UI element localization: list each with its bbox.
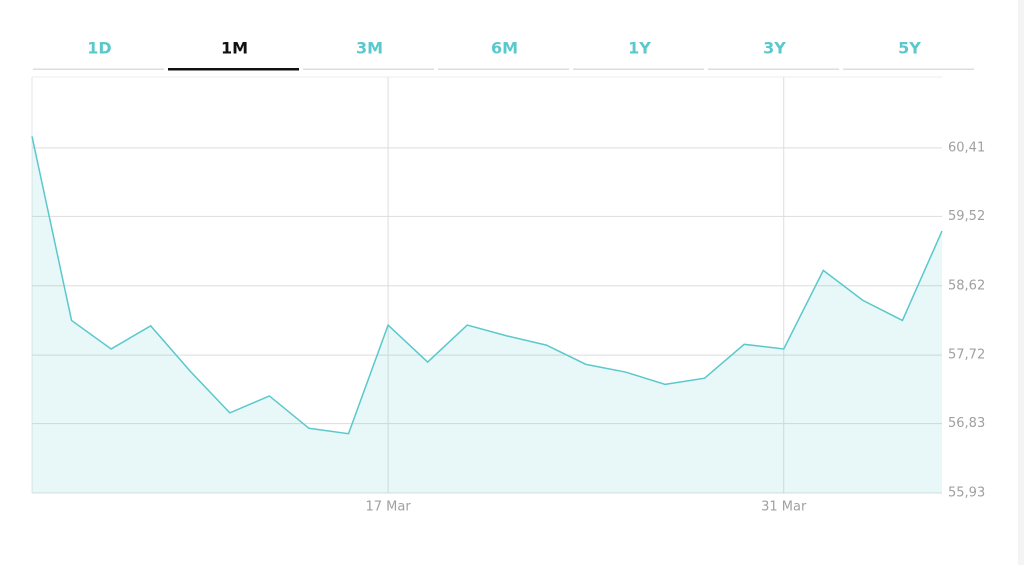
y-tick-label: 59,52 (948, 209, 985, 224)
tab-underline[interactable] (708, 68, 839, 71)
tab-label[interactable]: 1M (221, 39, 248, 58)
tab-label[interactable]: 3M (356, 39, 383, 58)
y-tick-label: 57,72 (948, 348, 985, 363)
tab-label[interactable]: 1Y (628, 39, 651, 58)
tab-label[interactable]: 1D (87, 39, 111, 58)
tab-underline[interactable] (303, 68, 434, 71)
tab-underline[interactable] (168, 68, 299, 71)
tab-label[interactable]: 5Y (898, 39, 921, 58)
tab-underline[interactable] (438, 68, 569, 71)
y-tick-label: 55,93 (948, 486, 985, 501)
tab-underline[interactable] (33, 68, 164, 71)
line (31, 136, 943, 435)
tab-label[interactable]: 3Y (763, 39, 786, 58)
tab-label[interactable]: 6M (491, 39, 518, 58)
x-tick-label: 17 Mar (365, 500, 411, 515)
tab-underline[interactable] (573, 68, 704, 71)
edge (1018, 0, 1024, 565)
y-tick-label: 56,83 (948, 416, 985, 431)
y-tick-label: 60,41 (948, 140, 985, 155)
y-tick-label: 58,62 (948, 278, 985, 293)
tab-underline[interactable] (843, 68, 974, 71)
area (32, 136, 942, 493)
x-tick-label: 31 Mar (761, 500, 807, 515)
